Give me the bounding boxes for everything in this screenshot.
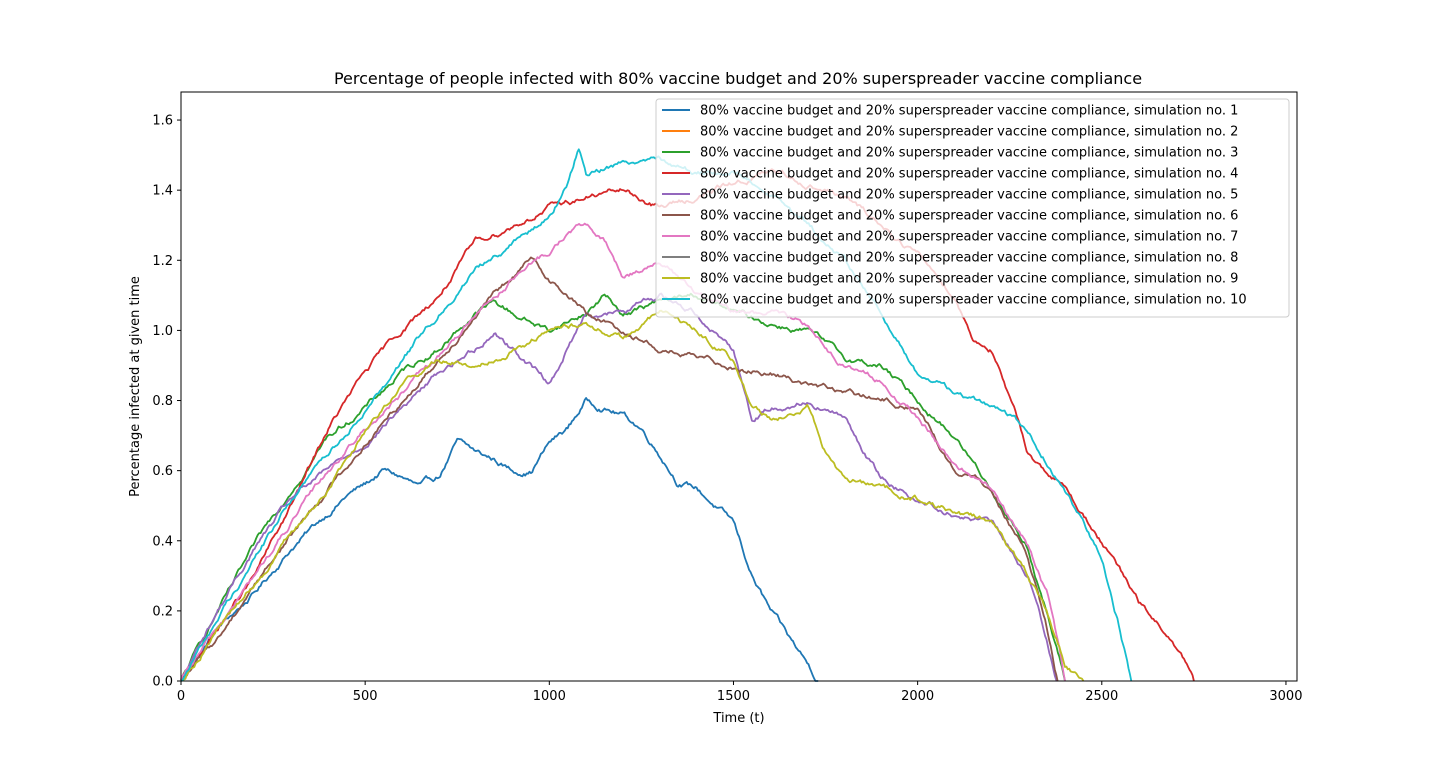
series-line-7 — [180, 222, 1066, 682]
y-tick-label: 0.8 — [152, 394, 173, 409]
legend-label-6: 80% vaccine budget and 20% superspreader… — [700, 209, 1238, 224]
y-axis: 0.0 0.2 0.4 0.6 0.8 1.0 1.2 1.4 1.6 — [152, 114, 181, 690]
legend-label-10: 80% vaccine budget and 20% superspreader… — [700, 293, 1247, 308]
x-tick-label: 500 — [353, 689, 378, 704]
x-axis-title: Time (t) — [712, 711, 764, 726]
legend-label-3: 80% vaccine budget and 20% superspreader… — [700, 146, 1238, 161]
y-tick-label: 1.0 — [152, 324, 173, 339]
series-line-5 — [180, 292, 1059, 682]
series-line-3 — [180, 292, 1066, 682]
legend-label-5: 80% vaccine budget and 20% superspreader… — [700, 188, 1238, 203]
y-axis-title: Percentage infected at given time — [128, 276, 143, 497]
x-tick-label: 2500 — [1085, 689, 1118, 704]
legend-label-7: 80% vaccine budget and 20% superspreader… — [700, 230, 1238, 245]
legend-label-2: 80% vaccine budget and 20% superspreader… — [700, 125, 1238, 140]
y-tick-label: 0.0 — [152, 675, 173, 690]
y-tick-label: 1.6 — [152, 114, 173, 129]
legend-label-1: 80% vaccine budget and 20% superspreader… — [700, 104, 1238, 119]
x-tick-label: 1000 — [533, 689, 566, 704]
legend-label-9: 80% vaccine budget and 20% superspreader… — [700, 272, 1238, 287]
x-tick-label: 1500 — [717, 689, 750, 704]
y-tick-label: 1.2 — [152, 254, 173, 269]
legend: 80% vaccine budget and 20% superspreader… — [655, 98, 1290, 318]
legend-box — [655, 98, 1290, 318]
series-line-9 — [180, 309, 1085, 682]
y-tick-label: 0.2 — [152, 604, 173, 619]
x-axis: 0 500 1000 1500 2000 2500 3000 — [177, 681, 1302, 704]
y-tick-label: 1.4 — [152, 184, 173, 199]
y-tick-label: 0.6 — [152, 464, 173, 479]
chart-title: Percentage of people infected with 80% v… — [334, 69, 1142, 88]
x-tick-label: 3000 — [1269, 689, 1302, 704]
x-tick-label: 2000 — [901, 689, 934, 704]
legend-label-8: 80% vaccine budget and 20% superspreader… — [700, 251, 1238, 266]
plot-frame — [180, 91, 1298, 682]
legend-label-4: 80% vaccine budget and 20% superspreader… — [700, 167, 1238, 182]
series-line-1 — [180, 397, 819, 682]
y-tick-label: 0.4 — [152, 534, 173, 549]
x-tick-label: 0 — [177, 689, 185, 704]
